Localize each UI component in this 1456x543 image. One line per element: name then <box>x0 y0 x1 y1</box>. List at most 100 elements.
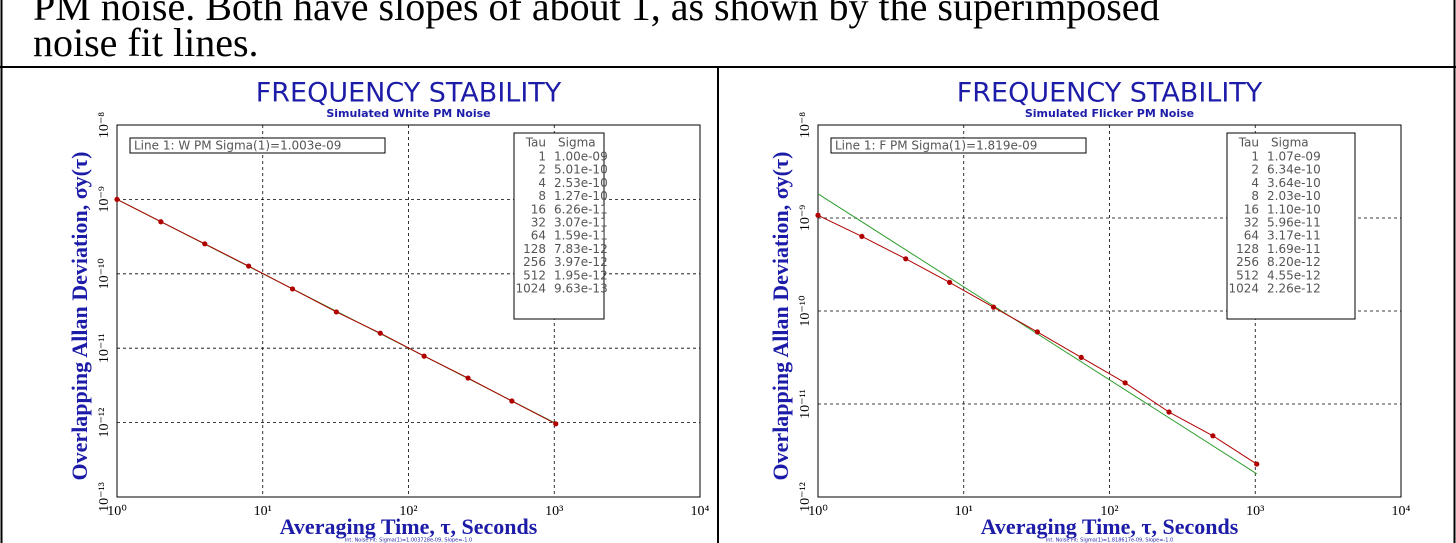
table-header: Sigma <box>558 136 596 150</box>
x-tick-label: 10³ <box>1246 504 1264 519</box>
table-cell: 7.83e-12 <box>554 242 608 256</box>
chart-title: FREQUENCY STABILITY <box>256 78 562 109</box>
table-cell: 1.95e-12 <box>554 268 608 282</box>
table-cell: 512 <box>1236 268 1259 282</box>
data-point <box>947 279 953 286</box>
table-box <box>1226 132 1356 320</box>
legend-box <box>830 137 1087 154</box>
data-point <box>202 241 208 247</box>
table-cell: 1024 <box>515 282 546 296</box>
footnote: Int. Noise Fit: Sigma(1)=1.818617e-09, S… <box>1046 538 1173 543</box>
x-tick-label: 10⁴ <box>1392 504 1411 519</box>
table-cell: 3.17e-11 <box>1267 229 1321 243</box>
body-text: PM noise. Both have slopes of about 1, a… <box>33 0 1160 29</box>
table-cell: 2.03e-10 <box>1267 189 1321 203</box>
table-header: Sigma <box>1271 136 1309 150</box>
data-point <box>815 212 821 218</box>
table-cell: 512 <box>523 268 546 282</box>
data-point <box>246 263 252 269</box>
table-cell: 1.69e-11 <box>1267 242 1321 256</box>
data-point <box>377 330 383 336</box>
footnote: Int. Noise Fit: Sigma(1)=1.003728e-09, S… <box>345 538 472 543</box>
table-cell: 2 <box>538 163 546 177</box>
table-cell: 16 <box>531 202 546 216</box>
x-axis-label: Averaging Time, τ, Seconds <box>280 514 538 539</box>
table-cell: 6.26e-11 <box>554 202 608 216</box>
table-cell: 8 <box>1251 189 1259 203</box>
data-point <box>1254 461 1260 467</box>
y-tick-label: 10⁻⁹ <box>97 186 112 212</box>
table-header: Tau <box>525 136 546 150</box>
table-cell: 8 <box>538 189 546 203</box>
x-tick-label: 10¹ <box>955 504 973 519</box>
table-cell: 3.07e-11 <box>554 216 608 230</box>
table-cell: 256 <box>523 255 546 269</box>
table-cell: 1 <box>1251 150 1259 164</box>
table-cell: 1.10e-10 <box>1267 202 1321 216</box>
table-cell: 1.00e-09 <box>554 150 608 164</box>
data-point <box>1034 329 1040 335</box>
table-cell: 32 <box>531 216 546 230</box>
table-cell: 3.97e-12 <box>554 255 608 269</box>
data-point <box>158 219 164 225</box>
y-tick-label: 10⁻¹² <box>97 408 112 438</box>
table-cell: 64 <box>531 229 546 243</box>
table-cell: 4.55e-12 <box>1267 268 1321 282</box>
y-tick-label: 10⁻¹⁰ <box>97 258 112 290</box>
table-box <box>513 132 605 320</box>
table-header: Tau <box>1238 136 1259 150</box>
x-tick-label: 10⁴ <box>691 504 710 519</box>
y-tick-label: 10⁻⁸ <box>798 112 813 138</box>
table-cell: 1.59e-11 <box>554 229 608 243</box>
table-cell: 5.96e-11 <box>1267 216 1321 230</box>
table-cell: 1.07e-09 <box>1267 150 1321 164</box>
x-tick-label: 10¹ <box>254 504 272 519</box>
y-axis-label: Overlapping Allan Deviation, σy(τ) <box>768 152 793 481</box>
data-point <box>990 304 997 310</box>
table-cell: 3.64e-10 <box>1267 176 1321 190</box>
table-cell: 4 <box>538 176 546 190</box>
table-cell: 2.53e-10 <box>554 176 608 190</box>
data-point <box>1122 380 1128 386</box>
data-point <box>1210 433 1216 439</box>
table-cell: 8.20e-12 <box>1267 255 1321 269</box>
y-tick-label: 10⁻⁸ <box>97 112 112 138</box>
data-point <box>859 233 865 240</box>
table-cell: 128 <box>1236 242 1259 256</box>
x-tick-label: 10² <box>399 504 417 519</box>
data-point <box>903 256 909 262</box>
data-point <box>465 375 471 381</box>
legend-text: Line 1: W PM Sigma(1)=1.003e-09 <box>134 139 341 153</box>
y-tick-label: 10⁻¹¹ <box>798 389 813 419</box>
table-cell: 2 <box>1251 163 1259 177</box>
data-point <box>289 286 296 292</box>
table-cell: 256 <box>1236 255 1259 269</box>
table-cell: 1024 <box>1228 282 1259 296</box>
table-cell: 128 <box>523 242 546 256</box>
table-cell: 1.27e-10 <box>554 189 608 203</box>
x-tick-label: 10⁰ <box>107 504 127 519</box>
x-axis-label: Averaging Time, τ, Seconds <box>981 514 1239 539</box>
y-axis-label: Overlapping Allan Deviation, σy(τ) <box>67 152 92 481</box>
table-cell: 2.26e-12 <box>1267 282 1321 296</box>
chart-title: FREQUENCY STABILITY <box>957 78 1263 109</box>
data-point <box>509 398 515 404</box>
table-cell: 16 <box>1244 202 1259 216</box>
data-point <box>421 353 427 359</box>
legend-text: Line 1: F PM Sigma(1)=1.819e-09 <box>835 139 1037 153</box>
y-tick-label: 10⁻¹⁰ <box>798 295 813 327</box>
body-text: noise fit lines. <box>33 20 259 65</box>
data-point <box>333 309 339 315</box>
table-cell: 5.01e-10 <box>554 163 608 177</box>
data-point <box>1078 354 1084 361</box>
chart-subtitle: Simulated White PM Noise <box>326 107 490 120</box>
table-cell: 9.63e-13 <box>554 282 608 296</box>
data-point <box>553 421 559 427</box>
chart-subtitle: Simulated Flicker PM Noise <box>1025 107 1194 120</box>
y-tick-label: 10⁻¹³ <box>97 482 112 512</box>
y-tick-label: 10⁻¹² <box>798 482 813 512</box>
y-tick-label: 10⁻⁹ <box>798 205 813 231</box>
x-tick-label: 10² <box>1100 504 1118 519</box>
